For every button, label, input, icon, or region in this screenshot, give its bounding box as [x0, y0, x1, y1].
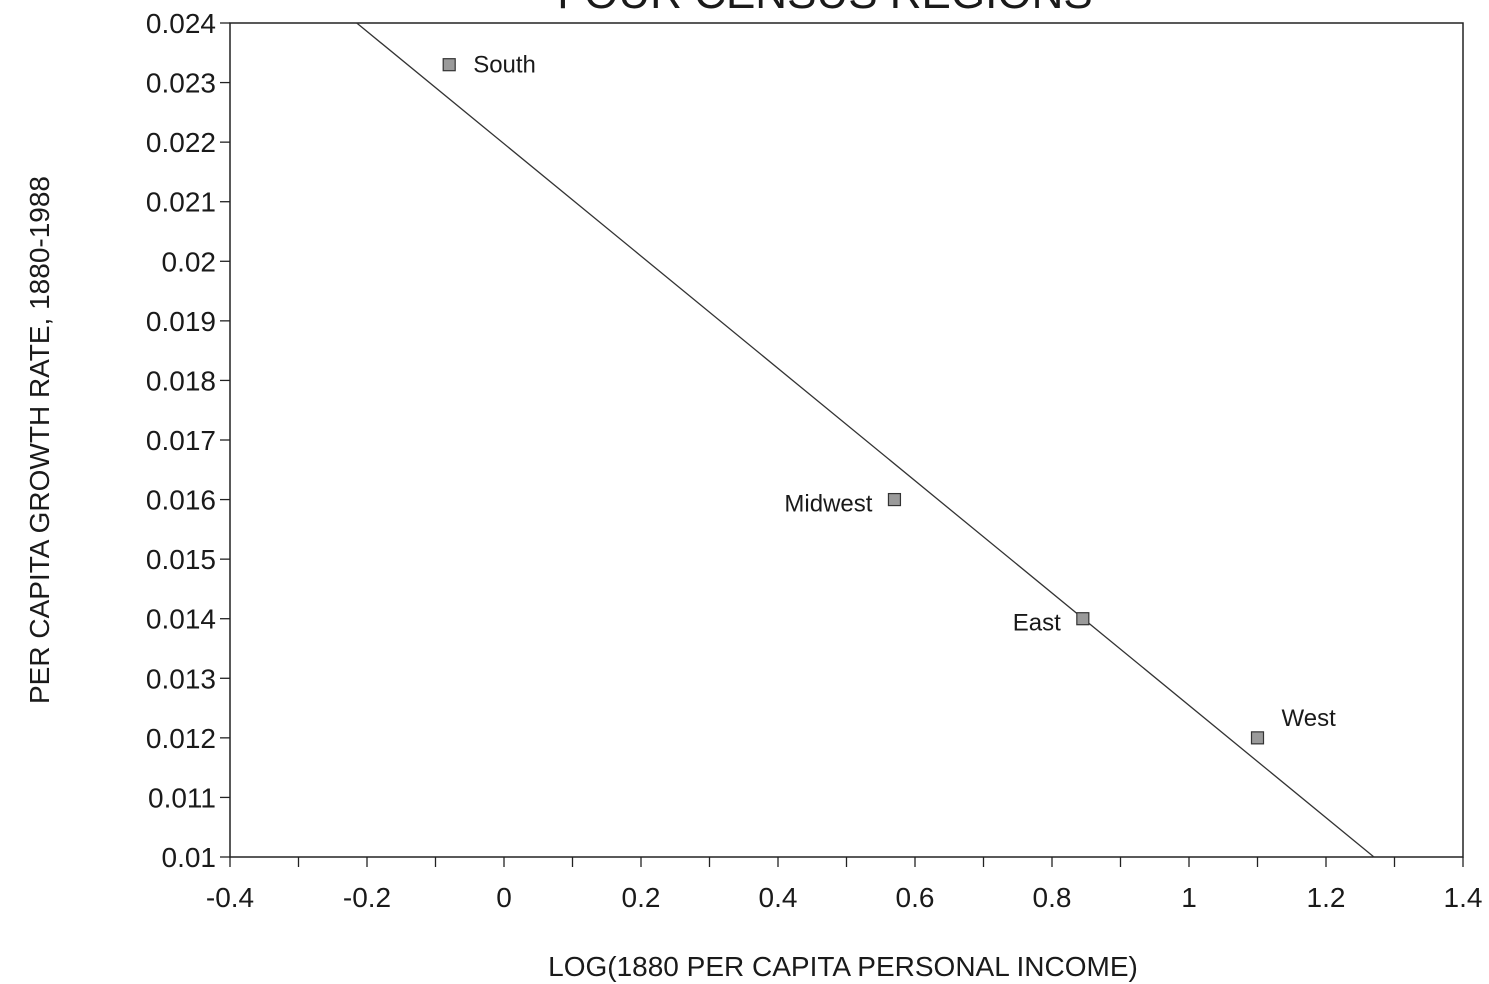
- y-tick-label-13: 0.023: [146, 68, 216, 99]
- data-points: South Midwest East West: [442, 52, 1337, 745]
- y-axis-title: PER CAPITA GROWTH RATE, 1880-1988: [24, 176, 55, 704]
- point-marker-west: [1250, 731, 1265, 745]
- point-marker-south: [442, 58, 456, 72]
- x-tick-label-0: -0.4: [206, 882, 254, 913]
- x-tick-label-9: 1.4: [1444, 882, 1483, 913]
- plot-area-frame: [229, 22, 1464, 858]
- y-tick-label-10: 0.02: [162, 246, 217, 277]
- x-tick-label-5: 0.6: [896, 882, 935, 913]
- y-tick-label-9: 0.019: [146, 306, 216, 337]
- x-tick-label-7: 1: [1181, 882, 1197, 913]
- y-tick-label-3: 0.013: [146, 663, 216, 694]
- point-marker-midwest: [887, 492, 902, 507]
- point-marker-east: [1076, 612, 1090, 626]
- y-tick-label-7: 0.017: [146, 425, 216, 456]
- point-label-south: South: [473, 52, 536, 79]
- y-tick-label-2: 0.012: [146, 723, 216, 754]
- y-axis-tick-labels: 0.01 0.011 0.012 0.013 0.014 0.015 0.016 0.017 0…: [146, 8, 216, 873]
- x-tick-label-8: 1.2: [1307, 882, 1346, 913]
- y-axis-ticks: [220, 22, 230, 858]
- y-tick-label-8: 0.018: [146, 365, 216, 396]
- x-tick-label-1: -0.2: [343, 882, 391, 913]
- y-tick-label-12: 0.022: [146, 127, 216, 158]
- y-tick-label-6: 0.016: [146, 485, 216, 516]
- x-axis-ticks: [229, 857, 1464, 867]
- chart-title: FOUR CENSUS REGIONS: [557, 0, 1092, 18]
- y-tick-label-5: 0.015: [146, 544, 216, 575]
- x-tick-label-3: 0.2: [622, 882, 661, 913]
- point-label-midwest: Midwest: [784, 491, 872, 518]
- point-label-east: East: [1013, 610, 1061, 637]
- fit-line: [356, 22, 1375, 858]
- point-label-west: West: [1282, 705, 1337, 732]
- y-tick-label-4: 0.014: [146, 604, 216, 635]
- y-tick-label-0: 0.01: [162, 842, 217, 873]
- x-axis-tick-labels: -0.4 -0.2 0 0.2 0.4 0.6 0.8 1 1.2 1.4: [206, 882, 1483, 913]
- x-tick-label-2: 0: [496, 882, 512, 913]
- y-tick-label-14: 0.024: [146, 8, 216, 39]
- x-tick-label-4: 0.4: [759, 882, 798, 913]
- x-axis-title: LOG(1880 PER CAPITA PERSONAL INCOME): [548, 951, 1138, 982]
- y-tick-label-11: 0.021: [146, 187, 216, 218]
- y-tick-label-1: 0.011: [148, 782, 216, 813]
- x-tick-label-6: 0.8: [1033, 882, 1072, 913]
